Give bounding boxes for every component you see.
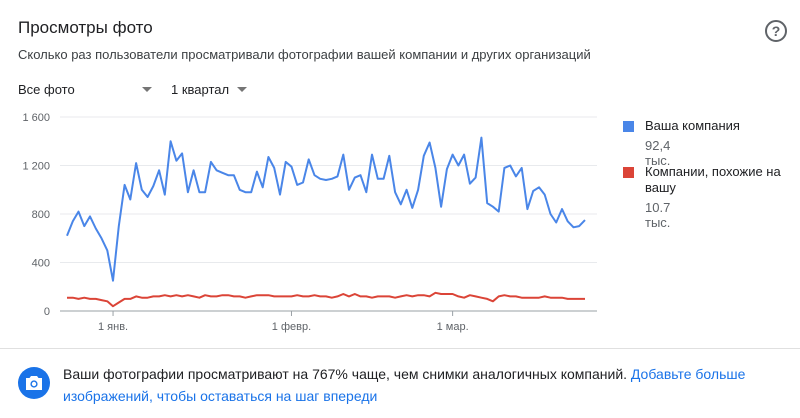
y-tick-label: 1 200 <box>22 161 50 173</box>
series-line-company <box>66 136 586 282</box>
add-photos-link[interactable]: Добавьте больше изображений, чтобы остав… <box>63 366 746 404</box>
legend-swatch <box>623 167 634 178</box>
chevron-down-icon <box>237 87 247 92</box>
y-tick-label: 400 <box>32 258 50 270</box>
x-tick-label: 1 мар. <box>437 321 469 333</box>
photo-type-dropdown[interactable]: Все фото <box>18 82 153 97</box>
legend-label: Компании, похожие на вашу <box>645 164 781 195</box>
tip-message: Ваши фотографии просматривают на 767% ча… <box>63 363 791 407</box>
card-title: Просмотры фото <box>18 18 153 37</box>
help-icon[interactable]: ? <box>765 20 787 42</box>
tip-text: Ваши фотографии просматривают на 767% ча… <box>63 366 631 382</box>
y-tick-label: 800 <box>32 209 50 221</box>
photo-type-value: Все фото <box>18 82 75 97</box>
period-dropdown[interactable]: 1 квартал <box>171 82 251 97</box>
x-tick-label: 1 февр. <box>272 321 311 333</box>
chevron-down-icon <box>142 87 152 92</box>
x-tick-label: 1 янв. <box>98 321 128 333</box>
y-tick-label: 1 600 <box>22 112 50 124</box>
divider <box>0 348 800 349</box>
photo-views-chart: 0 400 800 1 200 1 600 1 янв. 1 февр. 1 мар. <box>22 112 597 333</box>
series-line-similar <box>67 291 585 308</box>
y-tick-label: 0 <box>44 306 50 318</box>
card-subtitle: Сколько раз пользователи просматривали ф… <box>18 47 591 62</box>
legend-total: 10.7 тыс. <box>645 200 671 230</box>
legend-label: Ваша компания <box>645 118 740 133</box>
legend-total: 92,4 тыс. <box>645 138 671 168</box>
legend-swatch <box>623 121 634 132</box>
camera-icon <box>18 367 50 399</box>
period-value: 1 квартал <box>171 82 230 97</box>
